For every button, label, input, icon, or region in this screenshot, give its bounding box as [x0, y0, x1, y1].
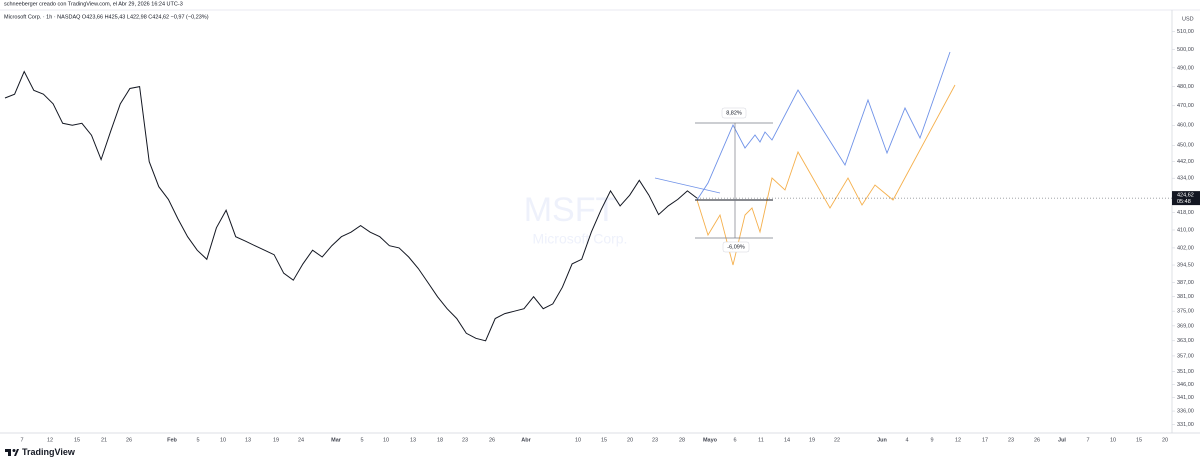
y-tick-label: 442,00	[1177, 159, 1194, 165]
y-tick-label: 460,00	[1177, 123, 1194, 129]
annotation-box	[722, 241, 750, 253]
x-tick-label: 13	[410, 437, 416, 443]
y-tick-label: 363,00	[1177, 338, 1194, 344]
x-tick-label: Abr	[521, 437, 531, 443]
watermark-name: Microsoft Corp.	[533, 231, 628, 247]
x-tick-label: Jul	[1058, 437, 1066, 443]
byline: schneeberger creado con TradingView.com,…	[4, 1, 183, 7]
y-tick-label: 346,00	[1177, 382, 1194, 388]
annotation: 8,82%	[726, 110, 742, 116]
x-tick-label: 22	[834, 437, 840, 443]
x-tick-label: 12	[47, 437, 53, 443]
x-tick-label: 26	[126, 437, 132, 443]
watermark-symbol: MSFT	[524, 191, 617, 229]
y-tick-label: 336,00	[1177, 409, 1194, 415]
y-tick-label: 480,00	[1177, 84, 1194, 90]
x-tick-label: 11	[758, 437, 764, 443]
x-tick-label: 24	[298, 437, 304, 443]
x-tick-label: 23	[462, 437, 468, 443]
annotation: -6,09%	[727, 244, 745, 250]
x-tick-label: 14	[784, 437, 790, 443]
price-tag-value: 424,62	[1177, 193, 1194, 199]
y-tick-label: 490,00	[1177, 65, 1194, 71]
projection-bear	[696, 84, 956, 266]
y-tick-label: 402,00	[1177, 245, 1194, 251]
x-tick-label: Feb	[167, 437, 177, 443]
y-tick-label: 470,00	[1177, 103, 1194, 109]
x-tick-label: 15	[1136, 437, 1142, 443]
x-tick-label: 23	[1008, 437, 1014, 443]
symbol-line: Microsoft Corp. · 1h · NASDAQ O423,66 H4…	[4, 14, 209, 20]
currency: USD	[1182, 16, 1194, 22]
x-tick-label: Mar	[331, 437, 342, 443]
x-tick-label: 10	[1110, 437, 1116, 443]
x-tick-label: 23	[652, 437, 658, 443]
x-tick-label: 26	[1034, 437, 1040, 443]
projection-bull	[696, 51, 951, 201]
y-tick-label: 331,00	[1177, 422, 1194, 428]
y-tick-label: 434,00	[1177, 176, 1194, 182]
x-tick-label: 10	[383, 437, 389, 443]
y-tick-label: 394,50	[1177, 262, 1194, 268]
x-tick-label: 6	[733, 437, 736, 443]
price-tag-countdown: 05:48	[1177, 199, 1191, 205]
x-tick-label: 13	[245, 437, 251, 443]
y-tick-label: 387,00	[1177, 280, 1194, 286]
price-tag	[1172, 191, 1200, 206]
x-tick-label: 12	[955, 437, 961, 443]
x-tick-label: 4	[905, 437, 908, 443]
x-tick-label: 19	[809, 437, 815, 443]
x-tick-label: 15	[74, 437, 80, 443]
x-tick-label: 18	[437, 437, 443, 443]
y-tick-label: 500,00	[1177, 47, 1194, 53]
x-tick-label: 19	[273, 437, 279, 443]
x-tick-label: 15	[601, 437, 607, 443]
y-tick-label: 351,00	[1177, 369, 1194, 375]
x-tick-label: Jun	[877, 437, 887, 443]
y-tick-label: 381,00	[1177, 294, 1194, 300]
x-tick-label: 17	[982, 437, 988, 443]
x-tick-label: 10	[575, 437, 581, 443]
x-tick-label: 9	[930, 437, 933, 443]
annotation-box	[721, 107, 747, 119]
y-tick-label: 410,00	[1177, 227, 1194, 233]
price-line	[4, 70, 698, 342]
x-tick-label: Mayo	[703, 437, 718, 443]
x-tick-label: 20	[627, 437, 633, 443]
x-tick-label: 10	[220, 437, 226, 443]
x-tick-label: 5	[196, 437, 199, 443]
x-tick-label: 26	[489, 437, 495, 443]
brand: TradingView	[22, 447, 76, 457]
x-tick-label: 28	[679, 437, 685, 443]
x-tick-label: 20	[1162, 437, 1168, 443]
y-tick-label: 418,00	[1177, 210, 1194, 216]
trend-line	[654, 177, 721, 194]
x-tick-label: 5	[360, 437, 363, 443]
x-tick-label: 7	[1086, 437, 1089, 443]
y-tick-label: 369,00	[1177, 323, 1194, 329]
y-tick-label: 450,00	[1177, 143, 1194, 149]
x-tick-label: 21	[101, 437, 107, 443]
brand-logo	[5, 449, 19, 456]
x-tick-label: 7	[20, 437, 23, 443]
y-tick-label: 341,00	[1177, 395, 1194, 401]
y-tick-label: 357,00	[1177, 353, 1194, 359]
y-tick-label: 375,00	[1177, 309, 1194, 315]
y-tick-label: 510,00	[1177, 29, 1194, 35]
